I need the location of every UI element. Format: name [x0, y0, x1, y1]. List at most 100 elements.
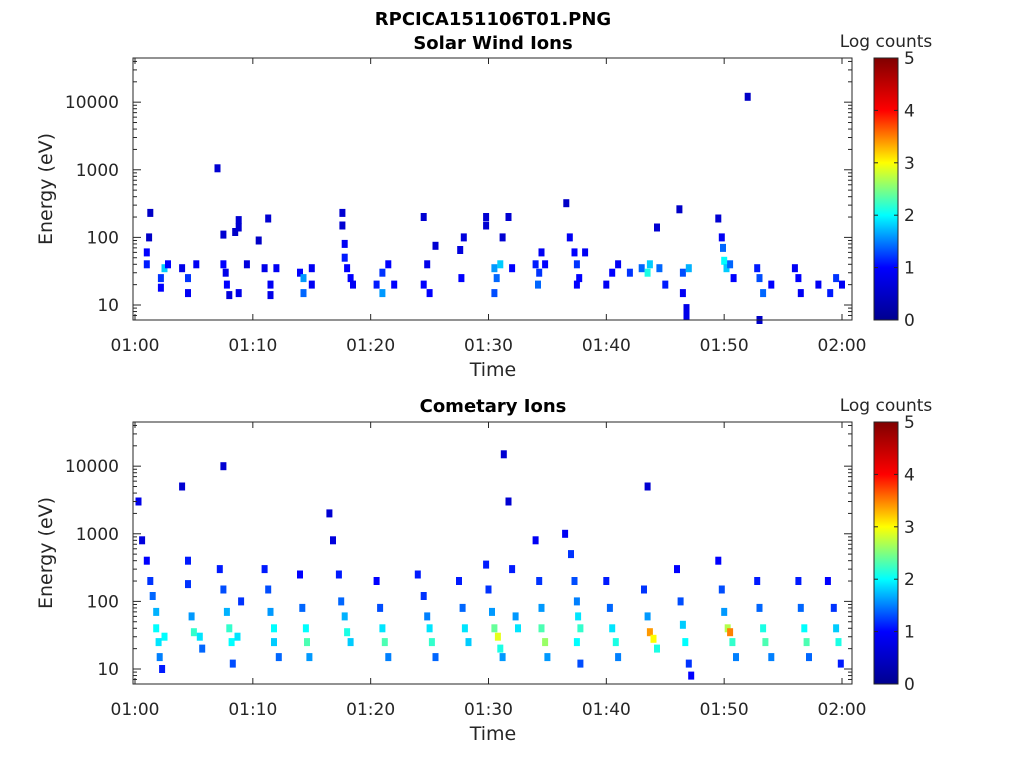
heatmap-cell [165, 260, 171, 269]
heatmap-cell [214, 164, 221, 173]
heatmap-cell [267, 607, 274, 616]
heatmap-cell [505, 213, 512, 221]
heatmap-cell [297, 268, 303, 277]
heatmap-cell [676, 205, 683, 214]
heatmap-cell [730, 274, 737, 283]
heatmap-cell [300, 289, 307, 298]
heatmap-cell [538, 603, 545, 612]
heatmap-cell [612, 638, 619, 647]
heatmap-cell [267, 291, 274, 300]
y-tick-label: 100 [87, 228, 119, 248]
heatmap-cell [199, 644, 206, 653]
x-tick-label: 01:00 [111, 700, 160, 720]
heatmap-cell [538, 624, 545, 633]
heatmap-cell [483, 221, 490, 230]
heatmap-cell [420, 592, 427, 600]
heatmap-cell [768, 280, 775, 289]
heatmap-cell [509, 565, 516, 574]
heatmap-cell [458, 274, 465, 283]
y-tick-label: 10 [97, 660, 119, 680]
colorbar-label: Log counts [840, 32, 933, 52]
heatmap-cell [499, 233, 506, 242]
heatmap-cell [147, 577, 154, 585]
heatmap-cell [326, 509, 333, 518]
heatmap-cell [261, 565, 268, 574]
heatmap-cell [330, 536, 336, 545]
heatmap-cell [562, 529, 569, 538]
heatmap-cell [603, 577, 610, 585]
heatmap-cell [803, 638, 810, 647]
heatmap-cell [302, 624, 309, 633]
heatmap-cell [373, 577, 380, 585]
heatmap-cell [609, 624, 616, 633]
heatmap-cell [223, 280, 230, 289]
heatmap-cell [308, 280, 315, 289]
heatmap-cell [674, 565, 680, 574]
heatmap-cell [791, 264, 798, 273]
colorbar-ticks: 0 1 2 3 4 5 [874, 49, 915, 331]
heatmap-cell [226, 291, 233, 300]
colorbar-ticks: 0 1 2 3 4 5 [874, 413, 915, 695]
heatmap-cell [571, 577, 578, 585]
x-axis-ticks: 01:00 01:10 01:20 01:30 01:40 01:50 02:00 [111, 422, 867, 720]
heatmap-cell [350, 280, 356, 289]
heatmap-cell [146, 233, 153, 242]
heatmap-cell [679, 268, 686, 277]
x-tick-label: 02:00 [818, 336, 867, 356]
heatmap-cell [271, 624, 277, 633]
heatmap-cell [460, 233, 467, 242]
heatmap-cell [715, 214, 722, 223]
heatmap-cell [744, 92, 751, 101]
heatmap-cell [147, 208, 154, 217]
colorbar-gradient [873, 421, 899, 685]
heatmap-cell [153, 607, 160, 616]
heatmap-cell [483, 560, 490, 569]
heatmap-cell [615, 653, 622, 662]
heatmap-cell [505, 497, 512, 506]
heatmap-cell [304, 638, 310, 647]
heatmap-cell [179, 264, 186, 273]
heatmap-cell [801, 624, 808, 633]
heatmap-cell [157, 283, 164, 292]
heatmap-cell [760, 624, 767, 633]
heatmap-cell [228, 638, 235, 647]
x-tick-label: 01:30 [464, 336, 513, 356]
heatmap-cell [538, 248, 545, 257]
heatmap-cell [232, 228, 239, 236]
heatmap-cell [603, 280, 610, 289]
y-axis-ticks: 10 100 1000 10000 [65, 424, 852, 685]
x-axis-label: Time [469, 359, 517, 381]
plot-frame [132, 421, 853, 685]
colorbar-tick-label: 1 [904, 259, 915, 279]
colorbar-label: Log counts [840, 396, 933, 416]
heatmap-cell [837, 659, 844, 668]
heatmap-cell [255, 236, 262, 245]
heatmap-cell [494, 632, 501, 641]
panel-cometary: Cometary Ions 01:00 01:10 01:20 01:30 01:40 0… [35, 396, 932, 745]
heatmap-cell [795, 274, 802, 283]
heatmap-cell [339, 221, 346, 230]
heatmap-cell [566, 233, 573, 242]
heatmap-cell [347, 274, 354, 283]
heatmap-cell [157, 274, 164, 283]
x-axis-label: Time [469, 723, 517, 745]
heatmap-cell [536, 577, 543, 585]
heatmap-cell [656, 264, 663, 273]
heatmap-cell [727, 260, 734, 269]
heatmap-cell [626, 268, 633, 277]
heatmap-cell [654, 223, 660, 232]
heatmap-cell [729, 638, 736, 647]
heatmap-cell [196, 632, 203, 641]
heatmap-cell [756, 274, 763, 283]
heatmap-cell [385, 260, 392, 269]
heatmap-cell [646, 628, 653, 637]
heatmap-cell [308, 264, 315, 273]
colorbar-tick-label: 4 [904, 101, 915, 121]
heatmap-cell [426, 624, 433, 633]
heatmap-cell [723, 264, 730, 273]
heatmap-cell [827, 289, 834, 298]
heatmap-cell [718, 585, 725, 594]
heatmap-cell [677, 597, 684, 606]
heatmap-cell [499, 653, 506, 662]
heatmap-cell [243, 260, 250, 269]
